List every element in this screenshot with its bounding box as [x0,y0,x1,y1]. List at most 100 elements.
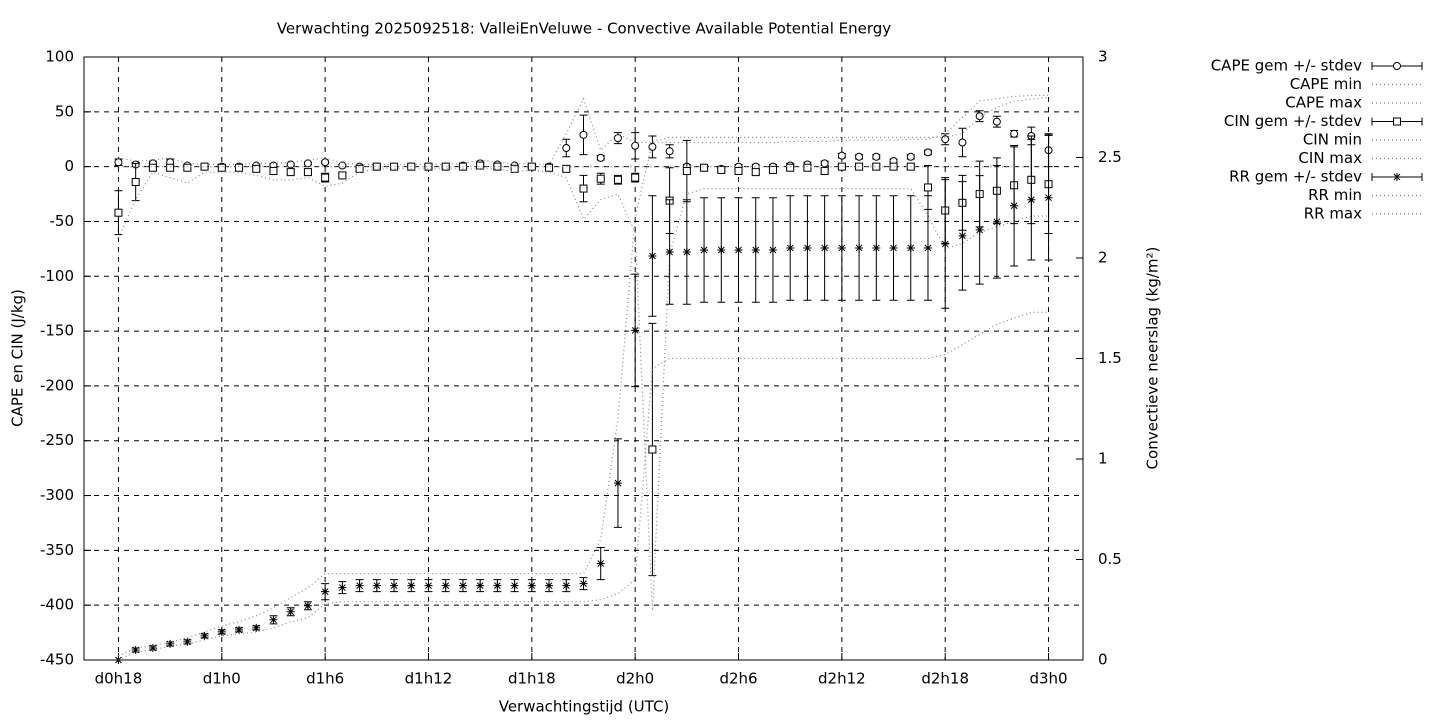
y-tick-label: 50 [55,102,74,120]
marker [889,243,898,252]
marker [441,162,450,171]
marker [390,581,399,590]
marker [1393,62,1401,70]
marker [1027,195,1036,204]
marker [613,479,622,488]
marker [872,243,881,252]
legend-marker [1393,62,1401,70]
y-tick-label: 0 [64,157,74,175]
y-tick-label: -200 [40,376,74,394]
marker [355,164,364,173]
legend-label: RR min [1308,186,1362,204]
marker [131,177,140,186]
marker [1393,173,1401,181]
marker [527,581,536,590]
marker [252,164,261,173]
marker [768,245,777,254]
y-tick-label: -150 [40,322,74,340]
marker [803,243,812,252]
marker [803,163,812,172]
x-tick-label: d0h18 [95,670,143,688]
x-tick-label: d1h12 [405,670,453,688]
marker [682,247,691,256]
x-tick-label: d1h6 [306,670,344,688]
marker [269,615,278,624]
marker [717,165,726,174]
marker [114,656,123,664]
marker [235,163,244,172]
marker [941,239,950,248]
marker [631,326,640,335]
marker [837,151,846,160]
marker [855,152,864,161]
marker [579,579,588,588]
marker [321,158,330,167]
marker [424,162,433,171]
marker [424,581,433,590]
marker [665,147,674,156]
marker [166,639,175,648]
x-tick-label: d2h12 [818,670,866,688]
marker [906,243,915,252]
y2-tick-label: 0.5 [1098,550,1122,568]
marker [527,162,536,171]
marker [114,208,123,217]
marker [992,217,1001,226]
marker [906,152,915,161]
marker [992,117,1001,126]
legend-label: RR max [1304,205,1362,223]
y-tick-label: -400 [40,596,74,614]
marker [303,168,312,177]
marker [1010,201,1019,210]
marker [700,245,709,254]
chart-title: Verwachting 2025092518: ValleiEnVeluwe -… [277,20,891,38]
legend-label: CAPE max [1285,94,1362,112]
marker [631,141,640,150]
legend-marker [1393,117,1401,126]
marker [562,143,571,152]
y-tick-label: -450 [40,651,74,669]
marker [631,173,640,182]
marker [545,581,554,590]
y-axis-label: CAPE en CIN (J/kg) [9,289,27,427]
marker [1044,193,1053,202]
marker [648,142,657,151]
marker [941,135,950,144]
range-line [118,311,1049,661]
marker [786,163,795,172]
range-line [118,94,1049,166]
y-tick-label: -350 [40,541,74,559]
x-tick-label: d2h0 [616,670,654,688]
marker [923,148,932,157]
marker [975,112,984,121]
marker [596,174,605,183]
x-tick-label: d1h18 [508,670,556,688]
legend-label: RR gem +/- stdev [1229,168,1362,186]
x-tick-label: d3h0 [1029,670,1067,688]
marker [303,601,312,610]
marker [476,161,485,170]
marker [286,160,295,169]
legend-label: CIN gem +/- stdev [1224,112,1362,130]
marker [786,243,795,252]
marker [579,130,588,139]
marker [493,581,502,590]
marker [562,164,571,173]
marker [200,162,209,171]
marker [872,152,881,161]
legend-label: CIN min [1303,131,1362,149]
marker [235,625,244,634]
marker [975,225,984,234]
marker [252,623,261,632]
marker [407,581,416,590]
marker [562,581,571,590]
y-tick-label: -250 [40,431,74,449]
marker [958,138,967,147]
marker [493,162,502,171]
y2-tick-label: 0 [1098,651,1108,669]
marker [148,163,157,172]
y-tick-label: -100 [40,267,74,285]
y2-tick-label: 3 [1098,48,1108,66]
y2-tick-label: 1.5 [1098,349,1122,367]
